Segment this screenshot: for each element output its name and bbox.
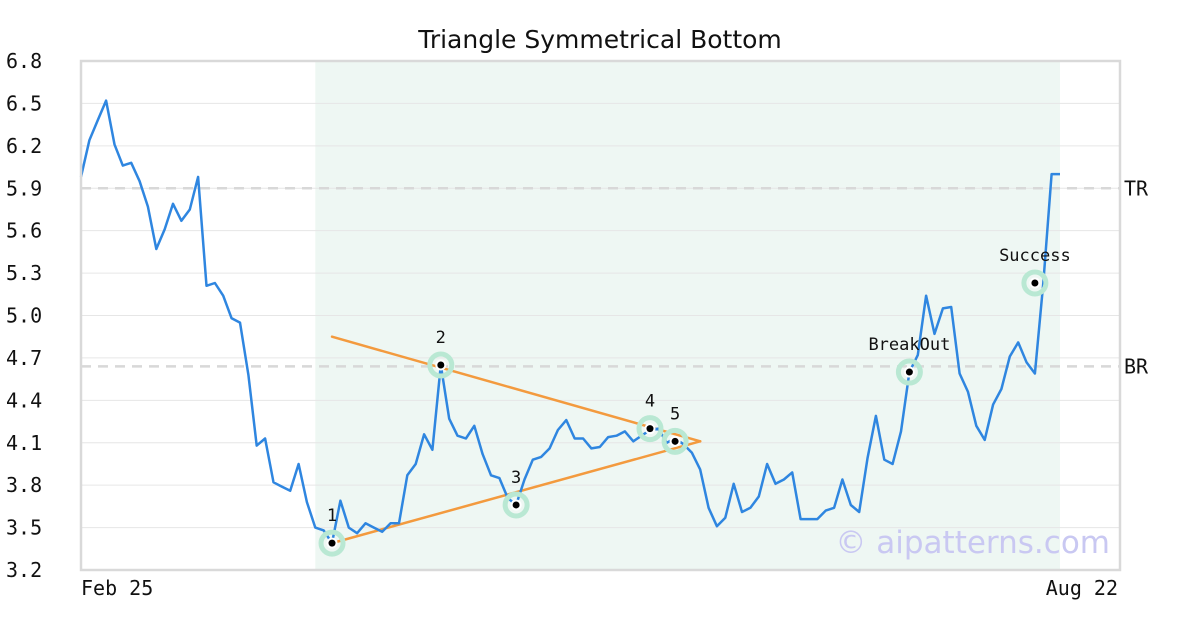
point-label: 5 — [670, 404, 680, 424]
y-tick-label: 3.8 — [6, 473, 42, 497]
y-tick-label: 5.3 — [6, 261, 42, 285]
point-marker-dot — [512, 501, 520, 509]
y-tick-label: 4.7 — [6, 346, 42, 370]
point-marker-dot — [646, 425, 654, 433]
point-marker-halo — [502, 491, 530, 519]
chart-title: Triangle Symmetrical Bottom — [417, 25, 782, 54]
point-label: 2 — [436, 328, 446, 348]
reference-line-label: BR — [1124, 354, 1149, 378]
point-marker-dot — [328, 539, 336, 547]
reference-line-label: TR — [1124, 176, 1149, 200]
watermark: © aipatterns.com — [835, 525, 1110, 561]
reference-lines-layer: TR BR — [81, 176, 1149, 378]
y-tick-label: 5.9 — [6, 176, 42, 200]
point-label: 3 — [511, 468, 521, 488]
point-marker-dot — [671, 437, 679, 445]
point-label: Success — [999, 246, 1071, 266]
price-series-line — [79, 99, 1060, 545]
y-tick-label: 3.5 — [6, 516, 42, 540]
grid-layer — [81, 60, 1120, 571]
point-marker-halo — [636, 415, 664, 443]
y-tick-label: 6.8 — [6, 49, 42, 73]
point-marker-dot — [1031, 279, 1039, 287]
point-marker-halo — [661, 427, 689, 455]
y-tick-label: 3.2 — [6, 558, 42, 582]
point-label: 1 — [327, 506, 337, 526]
point-marker-halo — [318, 529, 346, 557]
x-tick-label: Feb 25 — [81, 576, 153, 600]
point-marker-halo — [895, 358, 923, 386]
y-tick-label: 5.6 — [6, 219, 42, 243]
y-tick-label: 5.0 — [6, 304, 42, 328]
ticks-layer: 6.8 6.5 6.2 5.9 5.6 5.3 5.0 4.7 4.4 4.1 3.8 3.5 3.2 F… — [6, 49, 1118, 600]
price-line-layer — [79, 99, 1060, 545]
y-tick-label: 4.1 — [6, 431, 42, 455]
points-layer: 1 2 3 45 BreakOut Success — [318, 246, 1071, 557]
point-marker-dot — [905, 368, 913, 376]
y-tick-label: 4.4 — [6, 388, 42, 412]
point-label: 4 — [645, 392, 655, 412]
point-label: BreakOut — [868, 335, 950, 355]
frame-layer — [79, 59, 1122, 572]
point-marker-halo — [427, 351, 455, 379]
y-tick-label: 6.2 — [6, 134, 42, 158]
point-marker-dot — [437, 361, 445, 369]
y-tick-label: 6.5 — [6, 91, 42, 115]
point-marker-halo — [1021, 269, 1049, 297]
x-tick-label: Aug 22 — [1046, 576, 1118, 600]
plot-frame — [79, 59, 1122, 572]
